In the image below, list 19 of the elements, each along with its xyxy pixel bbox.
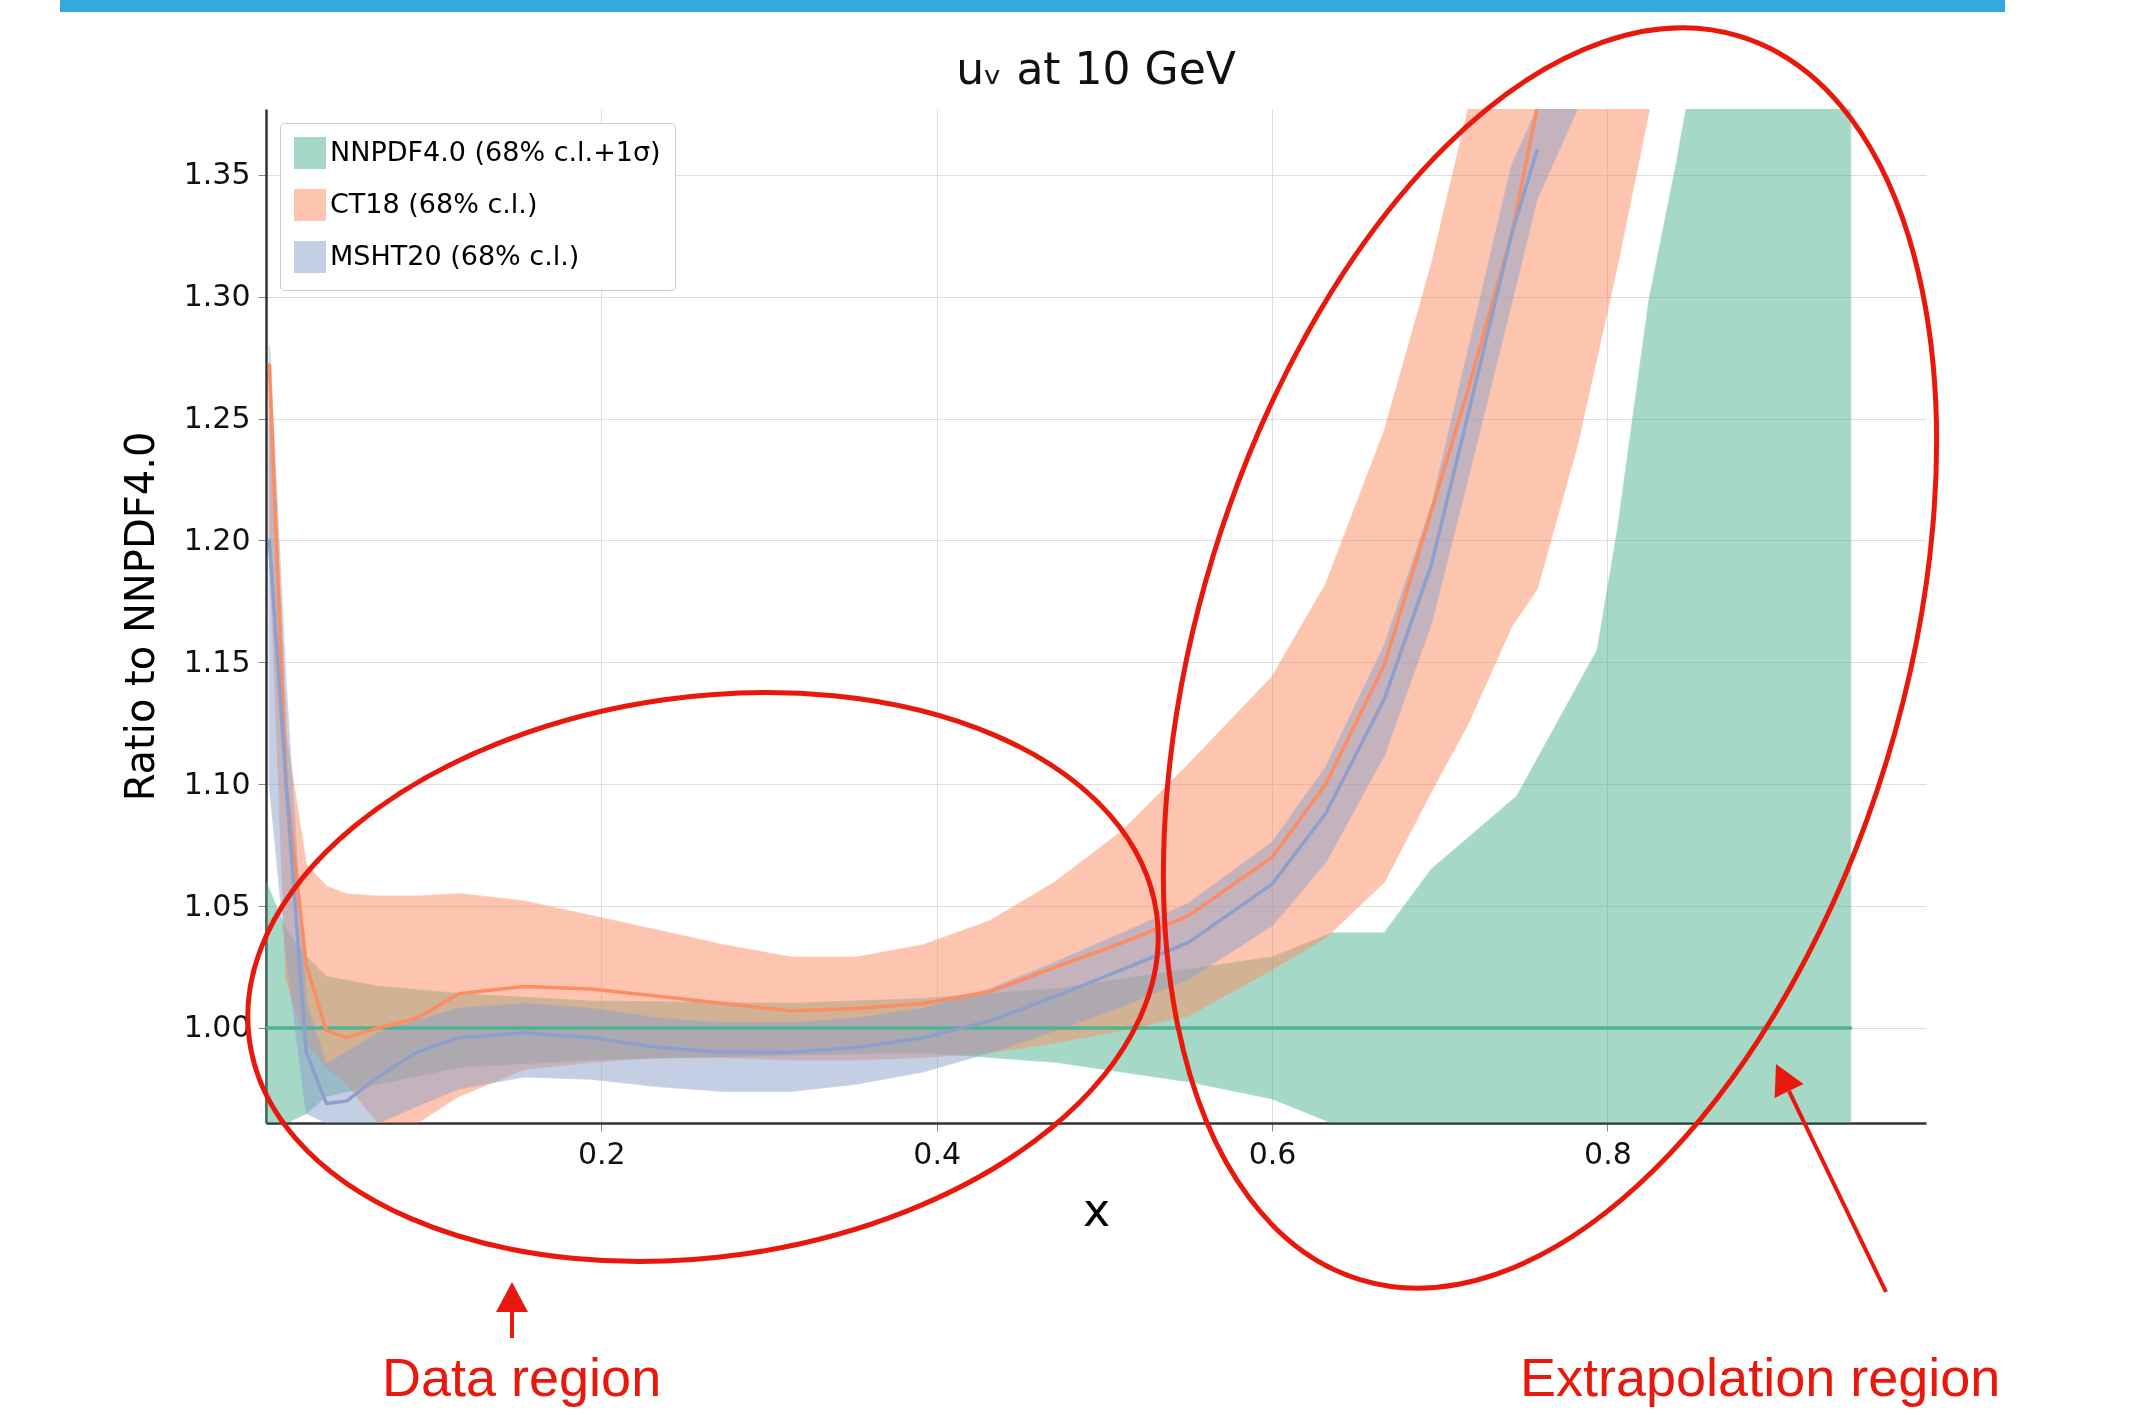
y-axis-title: Ratio to NNPDF4.0 xyxy=(116,431,163,802)
x-axis-title: x xyxy=(1082,1182,1111,1237)
x-tick-label: 0.2 xyxy=(577,1135,626,1171)
x-tick-label: 0.8 xyxy=(1584,1135,1632,1171)
legend-label: CT18 (68% c.l.) xyxy=(330,188,538,219)
y-tick-label: 1.05 xyxy=(183,887,251,923)
y-tick-label: 1.20 xyxy=(183,521,251,557)
y-tick-label: 1.35 xyxy=(183,156,251,192)
text: Extrapolation region xyxy=(1520,1347,2001,1407)
x-tick-label: 0.6 xyxy=(1248,1135,1297,1171)
y-tick-label: 1.15 xyxy=(183,643,251,679)
legend-label: NNPDF4.0 (68% c.l.+1σ) xyxy=(330,136,661,167)
y-tick-label: 1.25 xyxy=(183,400,251,436)
text: Data region xyxy=(382,1347,662,1407)
chart-title: uᵥ at 10 GeV xyxy=(956,43,1236,94)
legend-label: MSHT20 (68% c.l.) xyxy=(330,240,580,271)
y-tick-label: 1.30 xyxy=(183,278,251,314)
x-tick-label: 0.4 xyxy=(913,1135,962,1171)
y-tick-label: 1.10 xyxy=(183,765,251,801)
